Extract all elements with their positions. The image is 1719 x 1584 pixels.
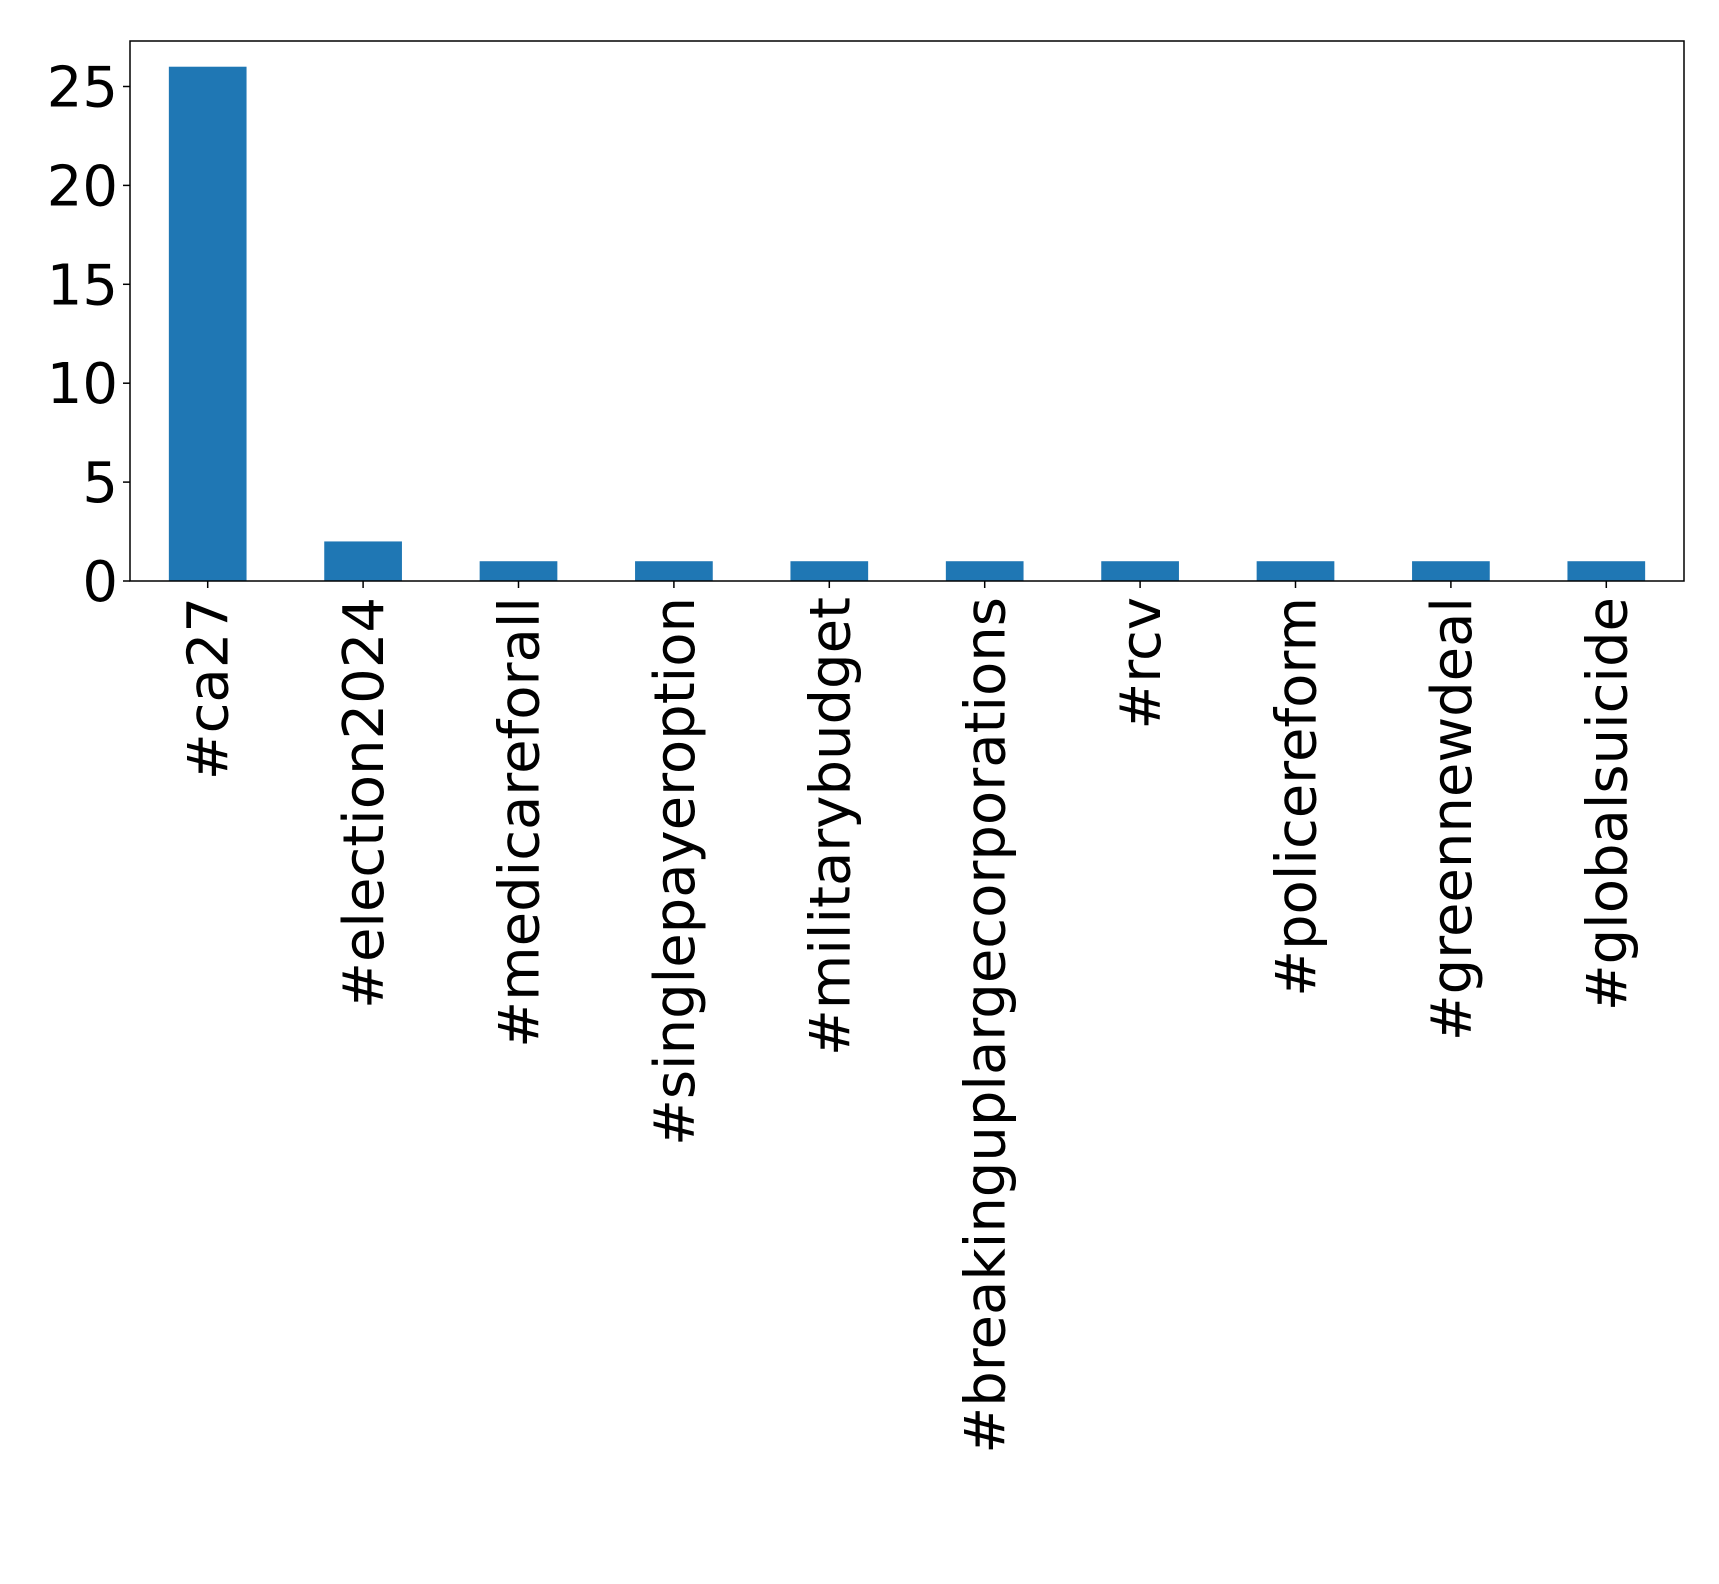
bar-7	[1256, 561, 1335, 581]
x-tick-label: #medicareforall	[488, 597, 553, 1048]
bar-9	[1567, 561, 1646, 581]
x-tick-label: #militarybudget	[798, 597, 863, 1056]
bar-1	[324, 541, 402, 581]
x-tick-label: #rcv	[1109, 597, 1174, 730]
x-tick-label: #breakinguplargecorporations	[954, 597, 1019, 1454]
bars-group	[168, 66, 1646, 581]
x-tick-label: #globalsuicide	[1575, 597, 1640, 1011]
x-tick-label: #greennewdeal	[1420, 597, 1485, 1041]
y-tick-label: 5	[82, 451, 118, 516]
y-tick-label: 20	[47, 154, 118, 219]
y-tick-label: 25	[47, 55, 118, 120]
plot-frame	[129, 40, 1685, 582]
x-tick-label: #policereform	[1265, 597, 1330, 997]
bar-8	[1412, 561, 1490, 581]
plot-area	[130, 41, 1684, 581]
bar-2	[479, 561, 558, 581]
x-tick-label: #ca27	[177, 597, 242, 780]
y-axis-ticks: 0 5 10 15 20 25	[47, 55, 130, 615]
y-tick-label: 0	[82, 550, 118, 615]
x-axis-ticks: #ca27 #election2024 #medicareforall #single…	[177, 581, 1640, 1454]
bar-6	[1101, 561, 1179, 581]
y-tick-label: 15	[47, 253, 118, 318]
x-tick-label: #election2024	[332, 597, 397, 1009]
bar-4	[790, 561, 869, 581]
bar-5	[945, 561, 1024, 581]
y-tick-label: 10	[47, 352, 118, 417]
x-tick-label: #singlepayeroption	[643, 597, 708, 1146]
bar-3	[635, 561, 713, 581]
bar-0	[168, 66, 247, 581]
